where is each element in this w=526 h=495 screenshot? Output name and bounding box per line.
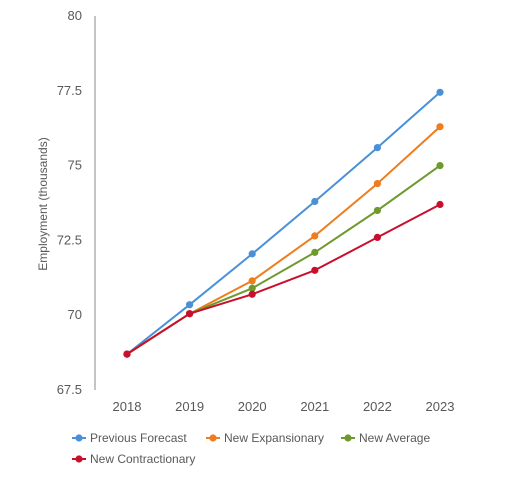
legend-label: New Contractionary: [90, 452, 195, 466]
series-new-contractionary: [123, 200, 444, 358]
series-layer: [123, 88, 444, 358]
series-previous-forecast: [123, 88, 444, 358]
y-tick-label: 80: [68, 8, 82, 23]
y-axis: 67.5 70 72.5 75 77.5 80 Employment (thousands): [36, 8, 96, 397]
legend-swatch-marker: [209, 434, 217, 442]
data-point: [186, 310, 194, 318]
data-point: [248, 250, 256, 258]
data-point: [248, 277, 256, 285]
legend-item: New Contractionary: [72, 452, 195, 466]
legend-swatch-marker: [344, 434, 352, 442]
data-point: [436, 200, 444, 209]
data-point: [248, 290, 256, 298]
data-point: [373, 144, 381, 152]
data-point: [311, 248, 319, 256]
legend: Previous Forecast New Expansionary New Ave…: [72, 431, 430, 466]
data-point: [248, 284, 256, 292]
y-tick-label: 67.5: [57, 382, 82, 397]
legend-item: New Average: [341, 431, 430, 445]
data-point: [311, 232, 319, 240]
y-tick-label: 75: [68, 158, 82, 173]
y-tick-label: 77.5: [57, 83, 82, 98]
legend-item: New Expansionary: [206, 431, 324, 445]
data-point: [436, 162, 444, 170]
x-tick-label: 2023: [426, 399, 455, 414]
legend-label: New Average: [359, 431, 430, 445]
y-axis-title: Employment (thousands): [36, 137, 50, 270]
series-new-average: [123, 162, 444, 358]
legend-label: New Expansionary: [224, 431, 324, 445]
x-axis: 2018 2019 2020 2021 2022 2023: [113, 399, 455, 414]
series-line: [126, 164, 441, 355]
data-point: [373, 206, 381, 215]
data-point: [373, 179, 381, 188]
data-point: [373, 233, 381, 242]
legend-label: Previous Forecast: [90, 431, 187, 445]
y-tick-label: 72.5: [57, 232, 82, 247]
series-line: [126, 91, 441, 355]
x-tick-label: 2021: [300, 399, 329, 414]
legend-swatch-marker: [75, 455, 83, 463]
data-point: [123, 350, 131, 358]
data-point: [311, 197, 319, 206]
data-point: [436, 88, 444, 96]
x-tick-label: 2022: [363, 399, 392, 414]
series-line: [126, 125, 441, 355]
legend-swatch-marker: [75, 434, 83, 442]
data-point: [436, 123, 444, 131]
y-tick-label: 70: [68, 307, 82, 322]
data-point: [311, 266, 319, 274]
series-new-expansionary: [123, 123, 444, 358]
legend-item: Previous Forecast: [72, 431, 187, 445]
x-tick-label: 2019: [175, 399, 204, 414]
data-point: [186, 301, 194, 309]
series-line: [126, 203, 441, 355]
x-tick-label: 2020: [238, 399, 267, 414]
x-tick-label: 2018: [113, 399, 142, 414]
